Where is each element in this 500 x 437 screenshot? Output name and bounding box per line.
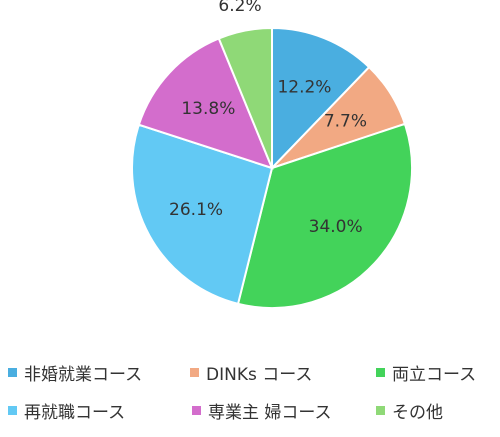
legend-swatch (8, 406, 17, 415)
legend-label: 両立コース (392, 365, 477, 385)
legend-label: その他 (392, 403, 443, 423)
pie-value-label-5: 6.2% (218, 0, 261, 16)
legend-item-saishushoku: 再就職コース (8, 398, 125, 423)
pie-value-label-0: 12.2% (277, 77, 331, 97)
pie-value-labels: 12.2% 7.7% 34.0% 26.1% 13.8% 6.2% (169, 0, 367, 237)
legend-label: 非婚就業コース (24, 365, 143, 385)
legend-row-2: 再就職コース 専業主 婦コース その他 (0, 398, 500, 428)
legend-item-hikon: 非婚就業コース (8, 360, 142, 385)
pie-slices (131, 26, 413, 309)
legend-item-ryoritsu: 両立コース (376, 360, 476, 385)
pie-value-label-4: 13.8% (181, 99, 235, 119)
pie-slice-4 (137, 37, 274, 170)
pie-slice-2 (236, 122, 413, 309)
legend-item-dinks: DINKs コース (190, 360, 312, 385)
legend-label: DINKs コース (206, 365, 313, 385)
pie-value-label-2: 34.0% (309, 217, 363, 237)
pie-value-label-1: 7.7% (324, 112, 367, 132)
pie-slice-3 (131, 123, 274, 306)
pie-value-label-3: 26.1% (169, 200, 223, 220)
pie-chart: 12.2% 7.7% 34.0% 26.1% 13.8% 6.2% (131, 0, 413, 309)
pie-slice-5 (217, 26, 273, 169)
legend-label: 再就職コース (24, 403, 126, 423)
pie-slice-0 (271, 26, 371, 171)
legend-swatch (376, 406, 385, 415)
legend-swatch (192, 406, 201, 415)
legend-swatch (376, 368, 385, 377)
legend-swatch (190, 368, 199, 377)
legend-item-sonota: その他 (376, 398, 443, 423)
legend-row-1: 非婚就業コース DINKs コース 両立コース (0, 360, 500, 390)
legend-swatch (8, 368, 17, 377)
legend-label: 専業主 婦コース (208, 403, 332, 423)
legend-item-sengyo: 専業主 婦コース (192, 398, 332, 423)
